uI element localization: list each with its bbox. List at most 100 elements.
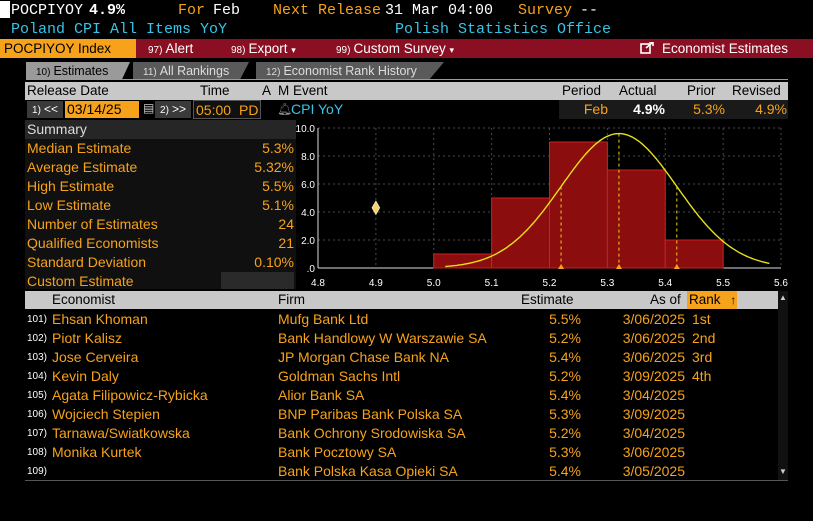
- x-tick-label: 4.9: [369, 278, 383, 289]
- col-firm[interactable]: Firm: [278, 292, 305, 307]
- alert-menu[interactable]: 97) Alert: [148, 39, 193, 58]
- cell-as-of: 3/06/2025: [622, 330, 685, 346]
- cell-as-of: 3/06/2025: [622, 311, 685, 327]
- estimate-vlines: [560, 133, 678, 268]
- cell-firm: JP Morgan Chase Bank NA: [278, 349, 449, 365]
- estimates-table: Economist Firm Estimate As of Rank ↑ 101…: [0, 291, 813, 481]
- scroll-up-icon[interactable]: ▲: [779, 293, 787, 302]
- index-label: POCPIYOY Index: [4, 41, 112, 56]
- prev-release-button[interactable]: 1) <<: [27, 101, 63, 118]
- cell-economist: Wojciech Stepien: [52, 406, 160, 422]
- cell-firm: Bank Handlowy W Warszawie SA: [278, 330, 487, 346]
- col-actual: Actual: [619, 83, 657, 98]
- y-tick-label: 4.0: [301, 208, 315, 219]
- scrollbar[interactable]: ▲ ▼: [778, 291, 788, 481]
- summary-label: Low Estimate: [27, 197, 112, 213]
- table-row[interactable]: 104) Kevin Daly Goldman Sachs Intl 5.2% 3/09…: [25, 367, 788, 386]
- col-rank[interactable]: Rank ↑: [687, 291, 737, 309]
- release-prior: 5.3%: [693, 101, 725, 117]
- ticker-bar: POCPIYOY 4.9% For Feb Next Release 31 Ma…: [0, 0, 813, 21]
- scroll-down-icon[interactable]: ▼: [779, 467, 787, 476]
- survey-label: Survey: [518, 2, 573, 19]
- x-tick-label: 5.4: [658, 278, 672, 289]
- summary-value: 5.1%: [262, 197, 294, 213]
- col-economist[interactable]: Economist: [52, 292, 116, 307]
- summary-label: Number of Estimates: [27, 216, 158, 232]
- economist-estimates-button[interactable]: Economist Estimates: [640, 39, 788, 58]
- summary-value: 0.10%: [254, 254, 294, 270]
- tab-economist-rank-history[interactable]: 12) Economist Rank History: [256, 62, 444, 80]
- tab-bar: 10) Estimates 11) All Rankings 12) Economis…: [0, 60, 813, 80]
- table-row[interactable]: 107) Tarnawa/Swiatkowska Bank Ochrony Srod…: [25, 424, 788, 443]
- cell-economist: Agata Filipowicz-Rybicka: [52, 387, 208, 403]
- table-row[interactable]: 103) Jose Cerveira JP Morgan Chase Bank NA…: [25, 348, 788, 367]
- table-row[interactable]: 109) Bank Polska Kasa Opieki SA 5.4% 3/05/2…: [25, 462, 788, 481]
- release-tz: PD: [239, 102, 259, 118]
- cell-num: 103): [27, 352, 48, 363]
- cell-economist: Kevin Daly: [52, 368, 119, 384]
- summary-label-column: [25, 139, 221, 289]
- summary-value: 5.5%: [262, 178, 294, 194]
- prev-num: 1): [32, 105, 41, 116]
- time-cell: 05:00 PD: [193, 100, 261, 119]
- next-release-label: Next Release: [273, 2, 382, 19]
- table-row[interactable]: 108) Monika Kurtek Bank Pocztowy SA 5.3% 3/0…: [25, 443, 788, 462]
- cell-estimate: 5.2%: [549, 425, 581, 441]
- next-release-button[interactable]: 2) >>: [155, 101, 191, 118]
- ticker-value: 4.9%: [89, 2, 126, 19]
- custom-survey-menu[interactable]: 99) Custom Survey ▾: [336, 39, 454, 58]
- col-time: Time: [200, 83, 230, 98]
- col-estimate[interactable]: Estimate: [521, 292, 574, 307]
- sort-up-icon: ↑: [730, 293, 737, 307]
- tab-underline: [26, 79, 788, 80]
- cell-firm: Goldman Sachs Intl: [278, 368, 401, 384]
- cell-firm: Bank Ochrony Srodowiska SA: [278, 425, 466, 441]
- bell-icon[interactable]: 🔔︎: [277, 102, 293, 116]
- x-tick-label: 5.2: [543, 278, 557, 289]
- cell-rank: 1st: [692, 311, 711, 327]
- calendar-icon[interactable]: ▤: [143, 101, 155, 115]
- summary-label: Standard Deviation: [27, 254, 147, 270]
- cell-rank: 2nd: [692, 330, 716, 346]
- summary-label: Custom Estimate: [27, 273, 134, 289]
- release-date-value: 03/14/25: [67, 101, 122, 117]
- table-row[interactable]: 102) Piotr Kalisz Bank Handlowy W Warszawi…: [25, 329, 788, 348]
- values-strip: [559, 100, 788, 119]
- event-name[interactable]: CPI YoY: [291, 101, 344, 117]
- cell-as-of: 3/09/2025: [622, 406, 685, 422]
- cell-firm: Alior Bank SA: [278, 387, 365, 403]
- cell-as-of: 3/09/2025: [622, 368, 685, 384]
- cell-firm: BNP Paribas Bank Polska SA: [278, 406, 463, 422]
- cell-economist: Ehsan Khoman: [52, 311, 148, 327]
- custom-estimate-input[interactable]: [221, 272, 294, 289]
- cell-as-of: 3/06/2025: [622, 349, 685, 365]
- col-as-of[interactable]: As of: [650, 292, 681, 307]
- summary-value: 5.32%: [254, 159, 294, 175]
- table-row[interactable]: 101) Ehsan Khoman Mufg Bank Ltd 5.5% 3/06/20…: [25, 310, 788, 329]
- alert-num: 97): [148, 45, 163, 56]
- custom-survey-dropdown-icon: ▾: [449, 45, 455, 55]
- y-tick-label: 6.0: [301, 180, 315, 191]
- table-row[interactable]: 105) Agata Filipowicz-Rybicka Alior Bank S…: [25, 386, 788, 405]
- tab-estimates[interactable]: 10) Estimates: [26, 62, 130, 80]
- x-tick-label: 5.1: [485, 278, 499, 289]
- cell-economist: Monika Kurtek: [52, 444, 142, 460]
- summary-panel: Summary Median Estimate 5.3% Average Estim…: [25, 120, 296, 290]
- security-title: Poland CPI All Items YoY: [11, 21, 228, 38]
- col-period: Period: [562, 83, 602, 98]
- x-tick-label: 5.0: [427, 278, 441, 289]
- export-menu[interactable]: 98) Export ▾: [231, 39, 296, 58]
- cell-as-of: 3/04/2025: [622, 387, 685, 403]
- table-row[interactable]: 106) Wojciech Stepien BNP Paribas Bank Pol…: [25, 405, 788, 424]
- y-tick-label: .0: [307, 264, 316, 275]
- col-prior: Prior: [687, 83, 716, 98]
- release-date-input[interactable]: 03/14/25: [65, 101, 139, 118]
- summary-label: Average Estimate: [27, 159, 138, 175]
- tab-all-rankings[interactable]: 11) All Rankings: [133, 62, 249, 80]
- cell-economist: Tarnawa/Swiatkowska: [52, 425, 190, 441]
- index-button[interactable]: POCPIYOY Index: [0, 39, 136, 58]
- tab-label: Economist Rank History: [283, 64, 417, 78]
- cell-num: 102): [27, 333, 48, 344]
- export-dropdown-icon: ▾: [291, 45, 296, 55]
- summary-label: Qualified Economists: [27, 235, 159, 251]
